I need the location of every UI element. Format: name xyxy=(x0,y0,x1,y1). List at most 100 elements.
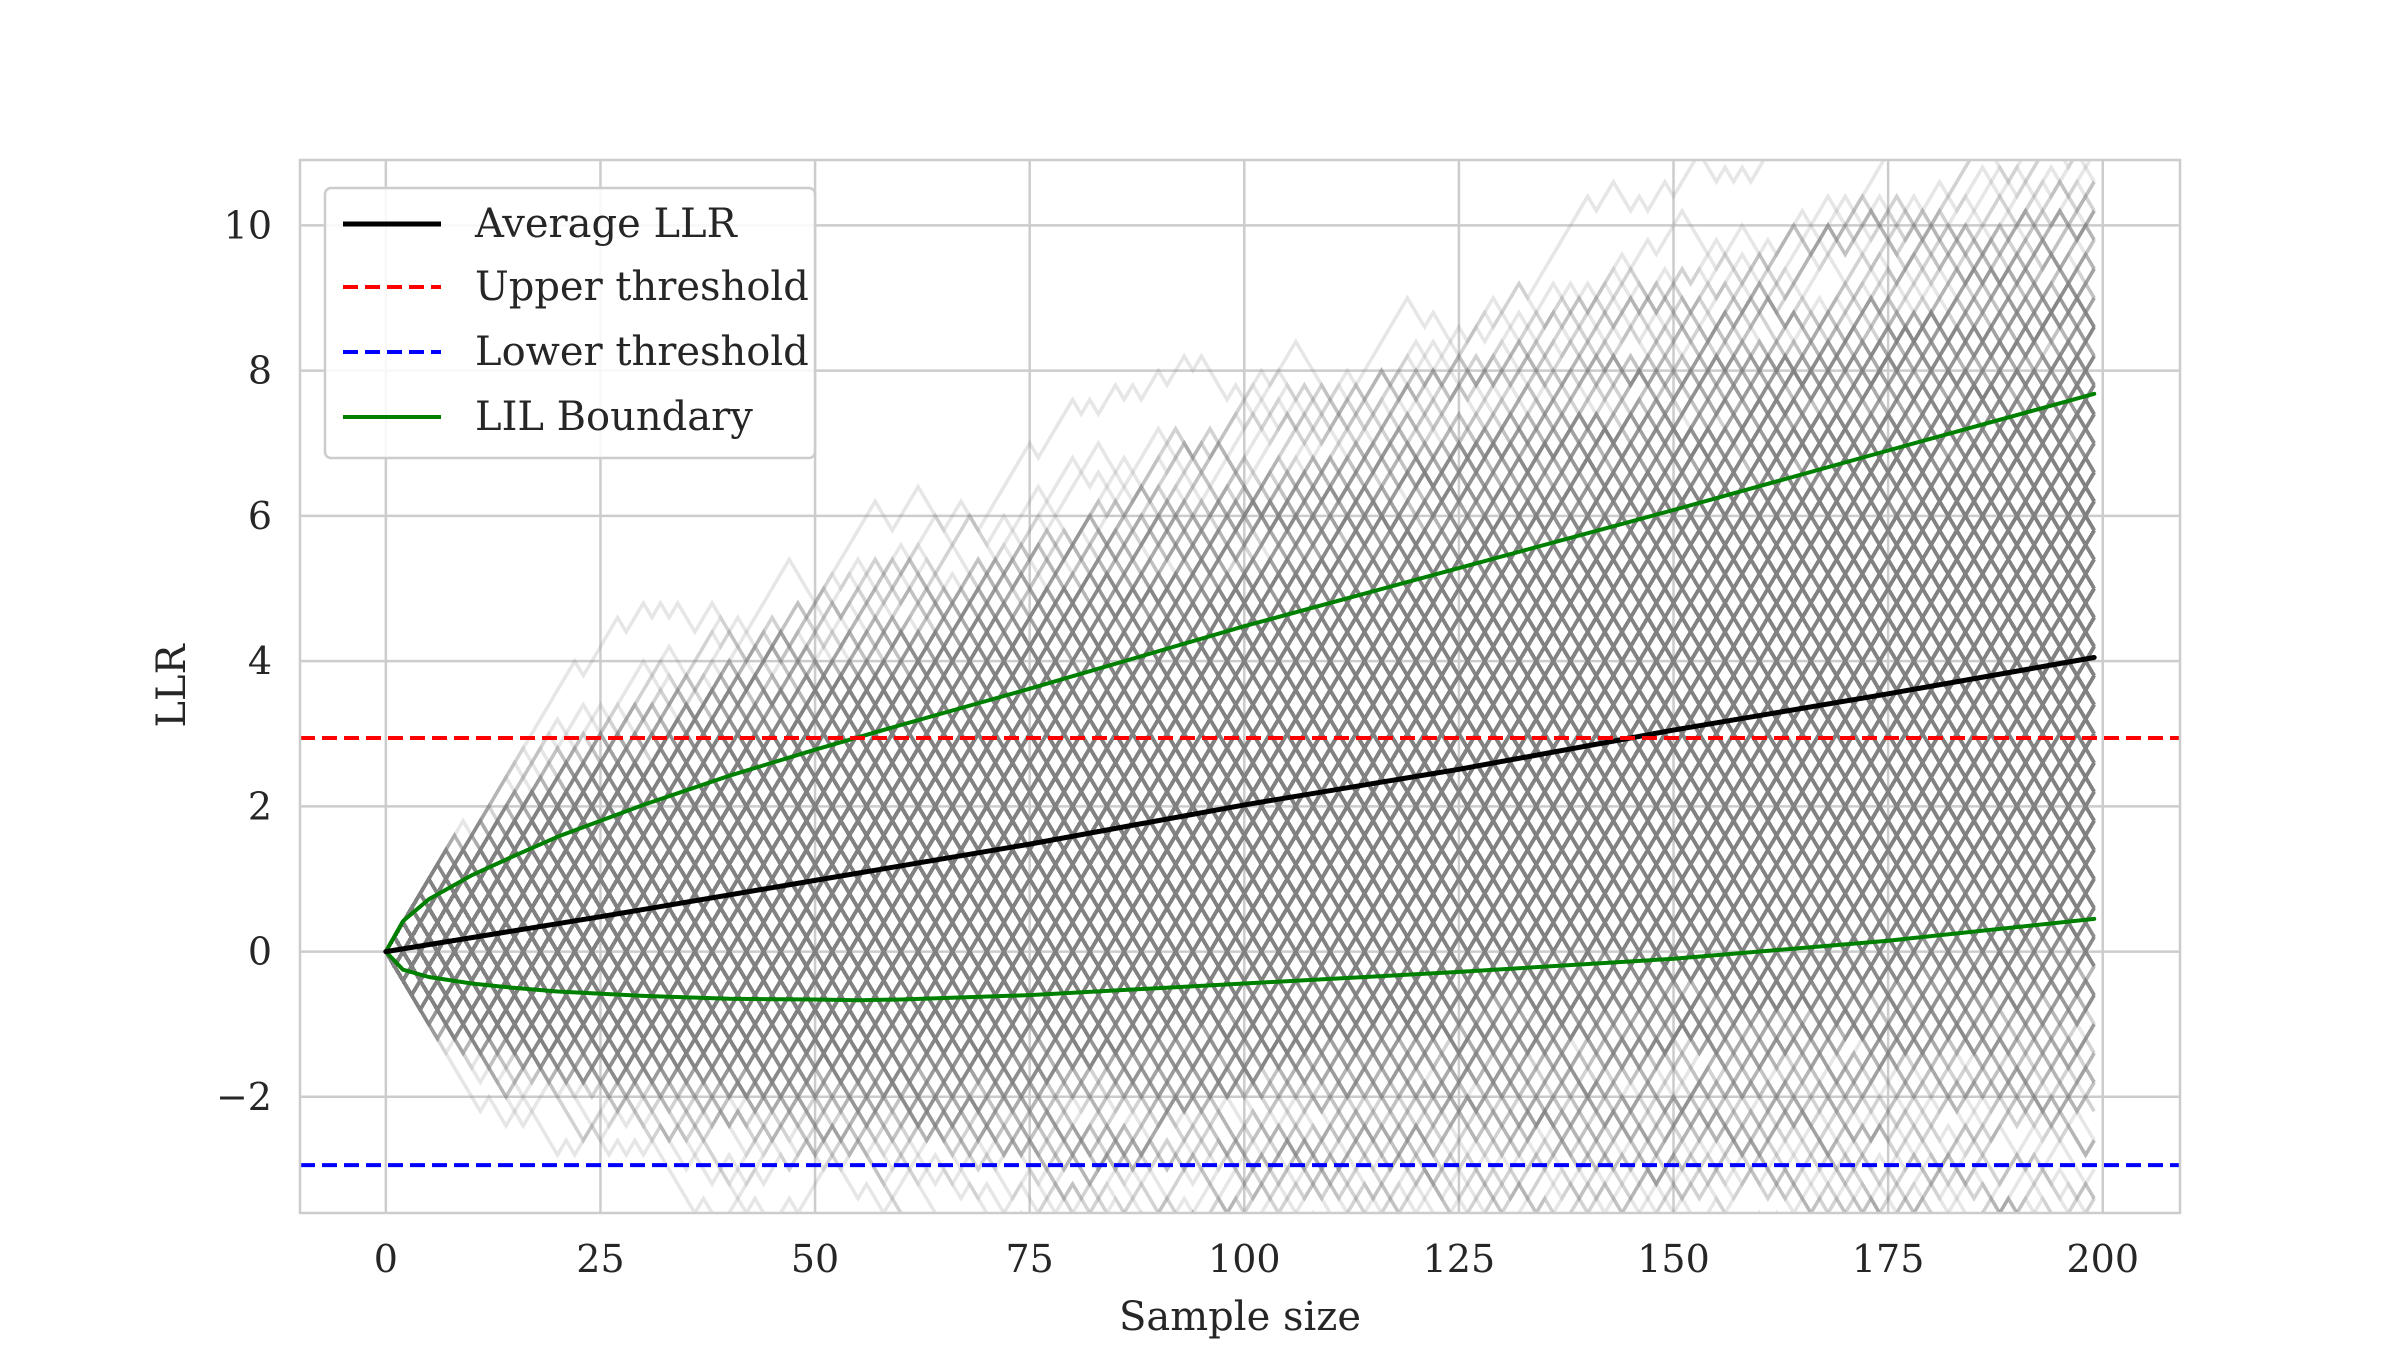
simulated-path xyxy=(384,439,2096,953)
simulated-path xyxy=(384,643,2096,953)
legend-label-lil: LIL Boundary xyxy=(475,394,753,440)
simulated-path xyxy=(384,645,2096,1014)
simulated-path xyxy=(384,672,2096,1043)
simulated-path xyxy=(384,703,2096,1072)
simulated-path xyxy=(384,846,2096,1043)
simulated-path xyxy=(384,483,2096,1014)
simulated-path xyxy=(384,326,2096,970)
x-tick-label: 75 xyxy=(1006,1237,1054,1281)
simulated-path xyxy=(384,817,2096,1159)
simulated-path xyxy=(384,614,2096,985)
simulated-path xyxy=(384,454,2096,1014)
simulated-path xyxy=(384,396,2096,953)
simulated-path xyxy=(384,468,2096,999)
simulated-path xyxy=(384,773,2096,1057)
simulated-path xyxy=(384,555,2096,953)
simulated-path xyxy=(384,352,2096,1043)
simulated-path xyxy=(384,628,2096,1043)
simulated-path xyxy=(384,367,2096,1014)
simulated-path xyxy=(384,703,2096,1043)
simulated-path xyxy=(384,585,2096,985)
simulated-path xyxy=(384,497,2096,953)
simulated-path xyxy=(384,585,2096,953)
simulated-path xyxy=(384,686,2096,1101)
simulated-path xyxy=(384,570,2096,1072)
x-axis-title: Sample size xyxy=(1119,1294,1361,1340)
simulated-path xyxy=(384,497,2096,970)
simulated-path xyxy=(384,483,2096,956)
simulated-path xyxy=(384,323,2096,985)
simulated-path xyxy=(384,744,2096,1144)
simulated-path xyxy=(384,773,2096,1014)
simulated-path xyxy=(384,759,2096,1014)
simulated-path xyxy=(384,616,2096,1028)
simulated-path xyxy=(384,541,2096,985)
simulated-path xyxy=(384,280,2096,953)
simulated-path xyxy=(384,599,2096,953)
simulated-path xyxy=(384,468,2096,1072)
simulated-path xyxy=(384,599,2096,1072)
simulated-path xyxy=(384,541,2096,985)
simulated-path xyxy=(384,323,2096,953)
simulated-path xyxy=(384,410,2096,956)
simulated-path xyxy=(384,686,2096,1028)
simulated-path xyxy=(384,788,2096,1014)
simulated-path xyxy=(384,788,2096,1101)
simulated-path xyxy=(384,628,2096,1072)
simulated-path xyxy=(384,160,1766,953)
simulated-path xyxy=(384,207,2096,985)
simulated-path xyxy=(384,817,2096,1028)
simulated-path xyxy=(384,439,2096,970)
simulated-path xyxy=(384,773,2096,1086)
simulated-path xyxy=(384,160,2024,970)
simulated-path xyxy=(384,628,2096,985)
simulated-path xyxy=(384,788,2096,1043)
simulated-path xyxy=(384,585,2096,1043)
simulated-path xyxy=(384,410,2096,1014)
legend-label-average: Average LLR xyxy=(474,201,739,247)
simulated-path xyxy=(384,570,2096,985)
simulated-path xyxy=(384,570,2096,1057)
simulated-path xyxy=(384,512,2096,953)
simulated-path xyxy=(384,730,2096,1144)
simulated-path xyxy=(384,730,2096,985)
simulated-path xyxy=(384,497,2096,999)
simulated-path xyxy=(384,410,2096,985)
simulated-path xyxy=(384,160,2096,970)
simulated-path xyxy=(384,338,2096,999)
simulated-path xyxy=(384,454,2096,985)
simulated-path xyxy=(384,526,2096,970)
simulated-path xyxy=(384,759,2096,1014)
simulated-path xyxy=(384,614,2096,1057)
simulated-path xyxy=(384,570,2096,953)
x-tick-label: 25 xyxy=(576,1237,624,1281)
simulated-path xyxy=(384,454,2096,1014)
simulated-path xyxy=(384,338,2096,985)
simulated-path xyxy=(384,730,2096,970)
simulated-path xyxy=(384,788,2096,999)
simulated-path xyxy=(384,628,2096,970)
simulated-path xyxy=(384,628,2096,985)
simulated-path xyxy=(384,558,2096,970)
simulated-path xyxy=(384,439,2096,970)
simulated-path xyxy=(384,294,2096,1014)
x-tick-label: 0 xyxy=(374,1237,398,1281)
simulated-path xyxy=(384,773,2096,985)
simulated-path xyxy=(384,686,2096,1072)
simulated-path xyxy=(384,280,2096,956)
simulated-path xyxy=(384,890,2096,1101)
simulated-path xyxy=(384,468,2096,999)
simulated-path xyxy=(384,192,2096,999)
simulated-path xyxy=(384,819,2096,1072)
simulated-path xyxy=(384,585,2096,956)
simulated-path xyxy=(384,614,2096,956)
simulated-path xyxy=(384,761,2096,1014)
simulated-path xyxy=(384,396,2096,953)
simulated-path xyxy=(384,948,2096,1213)
x-tick-label: 100 xyxy=(1208,1237,1281,1281)
y-axis-title: LLR xyxy=(149,643,195,728)
simulated-path xyxy=(384,686,2096,970)
simulated-path xyxy=(384,570,2096,999)
simulated-path xyxy=(384,950,2096,1159)
simulated-path xyxy=(384,468,2096,999)
